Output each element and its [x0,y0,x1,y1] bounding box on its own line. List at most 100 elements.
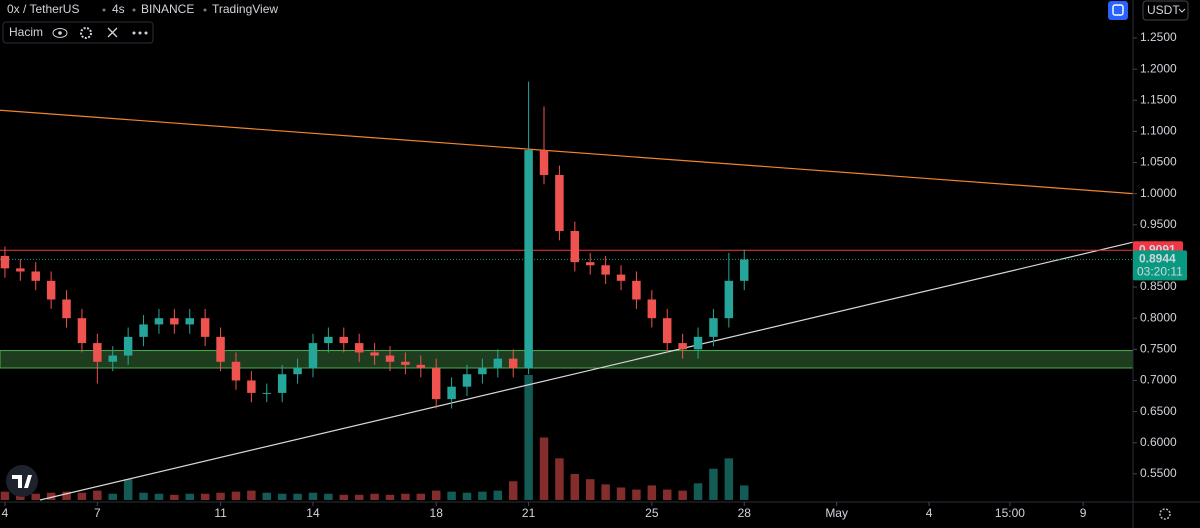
candle-body [539,150,549,175]
volume-bar [555,458,564,500]
volume-bar [601,484,610,500]
separator [203,8,207,12]
candle-body [354,343,364,353]
x-tick-label: 11 [214,506,227,520]
x-tick-label: 25 [645,506,659,520]
y-tick-label: 1.2000 [1140,61,1177,75]
volume-bar [493,490,503,500]
x-tick-label: 9 [1080,506,1087,520]
candle-body [324,336,333,344]
volume-bar [724,458,734,500]
y-tick-label: 0.5500 [1140,466,1177,480]
candle-body [585,262,595,266]
x-tick-label: 15:00 [995,506,1025,520]
candle-body [447,386,456,400]
candle-body [154,318,164,325]
volume-bar [462,492,472,500]
x-tick-label: 4 [926,506,933,520]
volume-bar [585,479,595,500]
compare-icon [1112,4,1124,16]
separator [132,8,136,12]
eye-icon[interactable] [52,28,68,38]
volume-bar [62,491,71,500]
eye-icon-pupil [58,31,62,35]
candle-body [724,280,734,319]
symbol: 0x / TetherUS [7,2,79,16]
volume-bar [170,494,179,500]
settings-icon[interactable] [80,27,92,39]
interval: 4s [112,2,125,16]
candle-body [231,361,241,381]
volume-bar [200,493,210,500]
candle-body [93,343,102,362]
candle-body [277,374,287,393]
volume-bar [339,494,349,500]
candle-body [123,336,133,356]
volume-bar [139,492,148,500]
y-tick-label: 0.8000 [1140,310,1177,324]
trendline [39,241,1134,501]
volume-bar [0,491,10,500]
volume-bar [401,493,410,500]
plot-area [0,81,1134,501]
candle-body [524,150,533,368]
volume-bar [231,491,241,500]
candle-body [16,268,25,272]
candle-body [401,361,410,365]
volume-bar [693,483,703,500]
candle-body [200,318,210,337]
x-tick-label: 21 [522,506,536,520]
volume-bar [354,494,364,500]
candle-body [170,318,179,325]
candle-body [632,280,641,300]
x-tick-label: 14 [306,506,320,520]
exchange: BINANCE [141,2,194,16]
volume-bar [385,494,395,500]
x-tick-label: 28 [738,506,752,520]
currency[interactable]: USDT [1147,3,1180,17]
volume-bar [431,490,441,500]
candle-body [262,392,272,394]
volume-bar [539,437,549,500]
y-tick-label: 0.9500 [1140,217,1177,231]
support-zone [0,350,1134,369]
close-icon[interactable] [107,27,118,38]
dropdown-arrow [1178,8,1186,13]
candle-body [293,367,302,375]
volume-bar [108,493,117,500]
candle-body [339,336,349,344]
candle-body [46,280,56,300]
x-tick-label: May [825,506,848,520]
volume-bar [616,487,626,500]
volume-bar [524,375,533,500]
logo-mark [12,475,32,488]
settings-gear[interactable] [1159,508,1171,520]
candle-body [647,299,657,319]
candle-body [247,380,256,393]
candle-body [108,355,117,362]
volume-bar [262,492,272,500]
volume-bar [508,481,518,500]
volume-bar [416,493,426,500]
indicator-box[interactable] [2,21,154,44]
currency-button[interactable] [1142,0,1189,21]
y-tick-label: 0.8500 [1140,279,1177,293]
last-price-box [1133,250,1187,281]
compare-button[interactable] [1108,1,1128,20]
volume-bar [308,492,318,500]
countdown: 03:20:11 [1137,265,1183,279]
indicator-name[interactable]: Hacim [9,25,43,39]
candle-body [709,318,718,337]
candle-body [478,367,487,375]
volume-bar [154,493,164,500]
candle-body [308,343,318,368]
candle-body [139,324,148,337]
y-tick-label: 1.0500 [1140,155,1177,169]
candle-body [416,364,426,368]
volume-bar [709,468,718,500]
more-icon[interactable] [132,31,148,35]
candle-body [462,374,472,387]
volume-bar [632,489,641,500]
last-price-label: 0.8944 [1139,252,1176,266]
